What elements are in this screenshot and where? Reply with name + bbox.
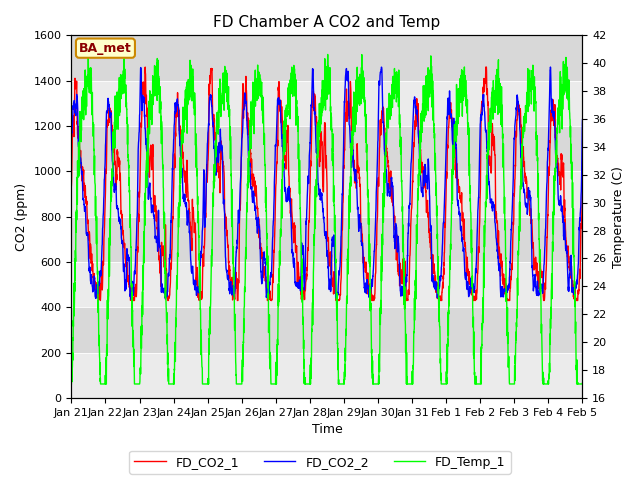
- Title: FD Chamber A CO2 and Temp: FD Chamber A CO2 and Temp: [213, 15, 440, 30]
- Bar: [72, 171, 582, 216]
- Y-axis label: CO2 (ppm): CO2 (ppm): [15, 182, 28, 251]
- Bar: [72, 36, 582, 81]
- Bar: [72, 81, 582, 126]
- Bar: [72, 307, 582, 353]
- Bar: [72, 262, 582, 307]
- Text: BA_met: BA_met: [79, 42, 132, 55]
- Bar: [72, 353, 582, 398]
- Bar: [72, 126, 582, 171]
- Y-axis label: Temperature (C): Temperature (C): [612, 166, 625, 267]
- Legend: FD_CO2_1, FD_CO2_2, FD_Temp_1: FD_CO2_1, FD_CO2_2, FD_Temp_1: [129, 451, 511, 474]
- Bar: [72, 216, 582, 262]
- X-axis label: Time: Time: [312, 423, 342, 436]
